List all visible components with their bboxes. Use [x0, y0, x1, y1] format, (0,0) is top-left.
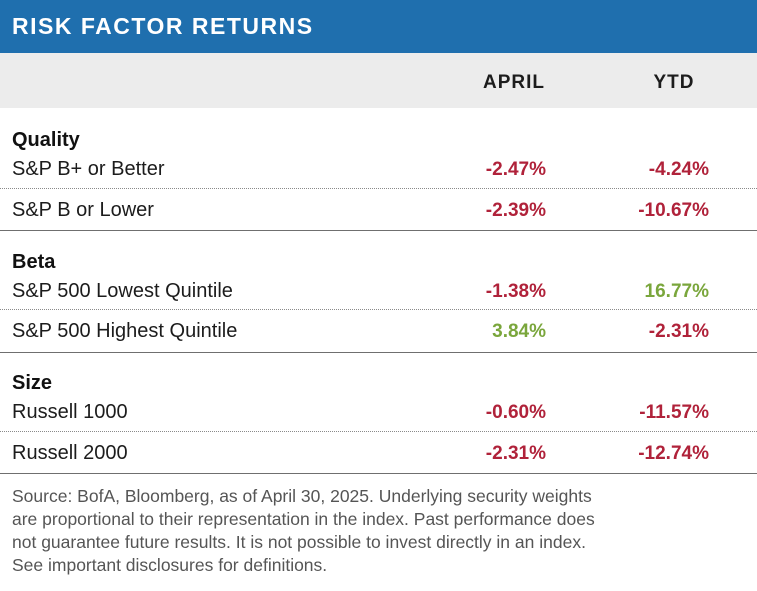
group-title-quality: Quality [12, 129, 80, 151]
row-label: S&P B or Lower [12, 199, 154, 221]
column-header-ytd: YTD [653, 72, 695, 93]
row-label: S&P B+ or Better [12, 158, 165, 180]
row-label: S&P 500 Lowest Quintile [12, 280, 233, 302]
source-line: See important disclosures for definition… [12, 555, 328, 575]
group-title-beta: Beta [12, 251, 56, 273]
ytd-value: -12.74% [638, 443, 709, 464]
column-header-band [0, 53, 757, 108]
ytd-value: -11.57% [639, 402, 709, 423]
page-title: RISK FACTOR RETURNS [12, 13, 314, 39]
row-divider [0, 431, 757, 432]
ytd-value: 16.77% [644, 281, 709, 302]
group-title-size: Size [12, 372, 53, 394]
group-divider [0, 473, 757, 474]
column-header-april: APRIL [483, 72, 545, 93]
april-value: -0.60% [485, 402, 546, 423]
row-divider [0, 188, 757, 189]
group-divider [0, 230, 757, 231]
row-label: Russell 2000 [12, 442, 128, 464]
group-divider [0, 352, 757, 353]
row-divider [0, 309, 757, 310]
row-label: Russell 1000 [12, 401, 128, 423]
ytd-value: -2.31% [648, 321, 709, 342]
ytd-value: -10.67% [638, 200, 709, 221]
april-value: -2.47% [485, 159, 546, 180]
april-value: -1.38% [485, 281, 546, 302]
source-note: Source: BofA, Bloomberg, as of April 30,… [12, 485, 712, 577]
source-line: are proportional to their representation… [12, 509, 595, 529]
april-value: -2.39% [485, 200, 546, 221]
april-value: 3.84% [492, 321, 546, 342]
title-bar: RISK FACTOR RETURNS [0, 0, 757, 53]
source-line: not guarantee future results. It is not … [12, 532, 586, 552]
ytd-value: -4.24% [648, 159, 709, 180]
row-label: S&P 500 Highest Quintile [12, 320, 238, 342]
source-line: Source: BofA, Bloomberg, as of April 30,… [12, 486, 592, 506]
april-value: -2.31% [485, 443, 546, 464]
